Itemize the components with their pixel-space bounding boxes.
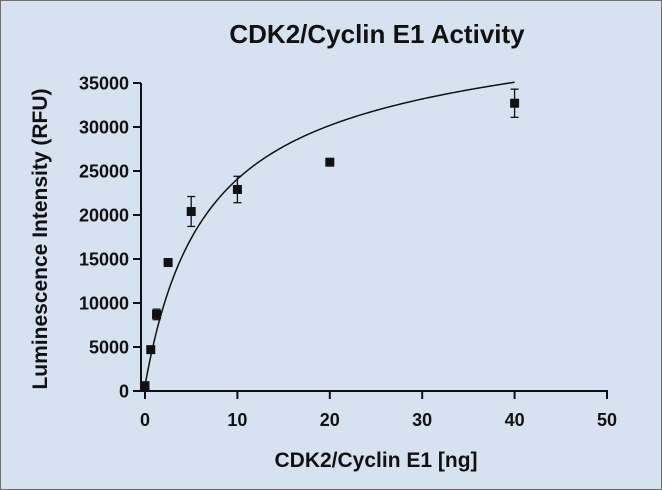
fit-curve	[144, 81, 515, 386]
y-tick-label: 25000	[79, 162, 129, 182]
data-point	[152, 309, 162, 319]
chart-title: CDK2/Cyclin E1 Activity	[229, 19, 525, 49]
x-tick-label: 30	[412, 410, 432, 430]
y-tick-label: 15000	[79, 250, 129, 270]
x-tick-label: 50	[597, 410, 617, 430]
data-point	[186, 206, 196, 216]
x-tick-label: 40	[505, 410, 525, 430]
y-tick-label: 0	[119, 382, 129, 402]
data-point	[163, 258, 173, 268]
x-tick-label: 0	[140, 410, 150, 430]
data-points	[140, 98, 520, 391]
data-point	[232, 184, 242, 194]
y-tick-label: 5000	[89, 338, 129, 358]
y-tick-label: 30000	[79, 118, 129, 138]
x-tick-label: 10	[227, 410, 247, 430]
y-tick-label: 35000	[79, 74, 129, 94]
y-axis-label: Luminescence Intensity (RFU)	[29, 88, 52, 389]
axis-ticks: 0 10 20 30 40 50 0 5000 10000 15000 20000 25000 3000…	[79, 74, 617, 431]
x-tick-label: 20	[320, 410, 340, 430]
data-point	[146, 345, 156, 355]
x-axis-label: CDK2/Cyclin E1 [ng]	[274, 449, 477, 472]
y-tick-label: 20000	[79, 206, 129, 226]
y-tick-label: 10000	[79, 294, 129, 314]
data-point	[325, 157, 335, 167]
data-point	[140, 381, 150, 391]
data-point	[510, 98, 520, 108]
